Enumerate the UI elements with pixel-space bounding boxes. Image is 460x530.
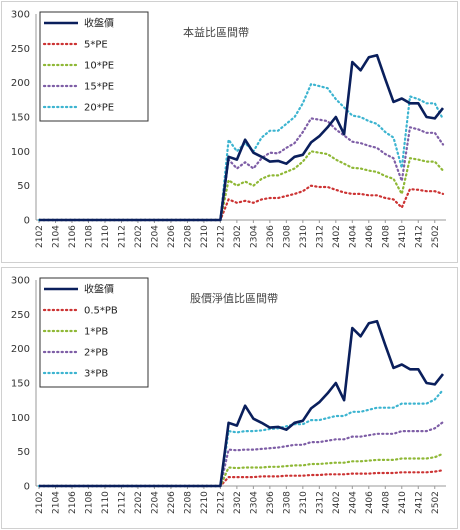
series-line-1 [37,184,445,222]
pb-band-chart-panel: 0 50 100 150 200 250 300 2102 2104 2106 2108 2110 21… [1,267,458,529]
x-tick-label: 2110 [101,491,111,514]
x-tick-label: 2104 [51,491,61,514]
x-tick-label: 2208 [183,491,193,514]
x-tick-label: 2502 [431,491,441,514]
legend-label-3: 2*PB [84,348,108,359]
x-tick-label: 2204 [150,491,160,514]
x-tick-label: 2302 [233,225,243,248]
y-tick-label: 0 [24,216,30,227]
x-tick-label: 2108 [84,491,94,514]
x-tick-label: 2402 [332,491,342,514]
y-tick-label: 300 [11,10,30,21]
y-tick-label: 250 [11,310,30,321]
y-tick-label: 50 [17,181,30,192]
x-tick-label: 2112 [117,491,127,514]
x-tick-label: 2202 [134,491,144,514]
x-tick-label: 2108 [84,225,94,248]
series-line-3 [37,421,445,488]
y-tick-label: 50 [17,447,30,458]
chart-title: 股價淨值比區間帶 [190,291,278,305]
legend-label-0: 收盤價 [84,283,114,296]
y-tick-label: 200 [11,344,30,355]
x-tick-label: 2312 [315,225,325,248]
legend-label-2: 10*PE [84,61,114,72]
y-tick-label: 250 [11,44,30,55]
x-tick-label: 2410 [398,491,408,514]
pe-band-chart-panel: 0 50 100 150 200 250 300 2102 2104 2106 2108 2110 21… [1,1,458,263]
x-tick-label: 2412 [414,491,424,514]
series-line-0 [39,319,445,488]
series-line-3 [37,117,445,222]
x-tick-label: 2112 [117,225,127,248]
x-tick-label: 2410 [398,225,408,248]
x-tick-label: 2104 [51,225,61,248]
x-tick-label: 2110 [101,225,111,248]
series-line-1 [37,469,445,488]
x-tick-label: 2412 [414,225,424,248]
y-tick-label: 0 [24,482,30,493]
y-tick-label: 150 [11,113,30,124]
y-tick-label: 150 [11,379,30,390]
x-tick-label: 2304 [249,225,259,248]
legend-label-1: 5*PE [84,40,108,51]
y-tick-label: 200 [11,78,30,89]
legend-box [39,11,149,122]
y-tick-label: 300 [11,276,30,287]
legend-label-0: 收盤價 [84,17,114,30]
x-tick-label: 2408 [381,491,391,514]
legend-label-4: 20*PE [84,103,114,114]
x-tick-label: 2202 [134,225,144,248]
x-tick-label: 2406 [365,225,375,248]
x-tick-label: 2402 [332,225,342,248]
x-tick-label: 2212 [216,225,226,248]
x-tick-label: 2404 [348,225,358,248]
x-tick-label: 2310 [299,225,309,248]
y-tick-label: 100 [11,147,30,158]
series-line-4 [37,388,445,488]
x-tick-label: 2310 [299,491,309,514]
legend-label-4: 3*PB [84,369,108,380]
x-tick-label: 2404 [348,491,358,514]
series-line-2 [37,150,445,222]
legend-box [39,277,149,388]
x-tick-label: 2204 [150,225,160,248]
x-tick-label: 2308 [282,491,292,514]
x-tick-label: 2102 [35,491,45,514]
x-tick-label: 2306 [266,225,276,248]
y-tick-label: 100 [11,413,30,424]
x-tick-label: 2210 [200,225,210,248]
pb-band-chart: 0 50 100 150 200 250 300 2102 2104 2106 2108 2110 21… [11,276,446,514]
legend-label-3: 15*PE [84,82,114,93]
x-tick-label: 2406 [365,491,375,514]
legend-label-1: 0.5*PB [84,306,118,317]
x-tick-label: 2212 [216,491,226,514]
x-tick-label: 2408 [381,225,391,248]
x-tick-label: 2210 [200,491,210,514]
series-line-0 [39,53,445,222]
x-tick-label: 2106 [68,491,78,514]
x-tick-label: 2502 [431,225,441,248]
series-line-2 [37,452,445,488]
x-tick-label: 2306 [266,491,276,514]
x-tick-label: 2106 [68,225,78,248]
legend-label-2: 1*PB [84,327,108,338]
x-tick-label: 2312 [315,491,325,514]
chart-title: 本益比區間帶 [183,25,249,39]
x-tick-label: 2302 [233,491,243,514]
x-tick-label: 2308 [282,225,292,248]
x-tick-label: 2102 [35,225,45,248]
x-tick-label: 2206 [167,491,177,514]
x-tick-label: 2304 [249,491,259,514]
pe-band-chart: 0 50 100 150 200 250 300 2102 2104 2106 2108 2110 21… [11,10,446,248]
x-tick-label: 2208 [183,225,193,248]
x-tick-label: 2206 [167,225,177,248]
